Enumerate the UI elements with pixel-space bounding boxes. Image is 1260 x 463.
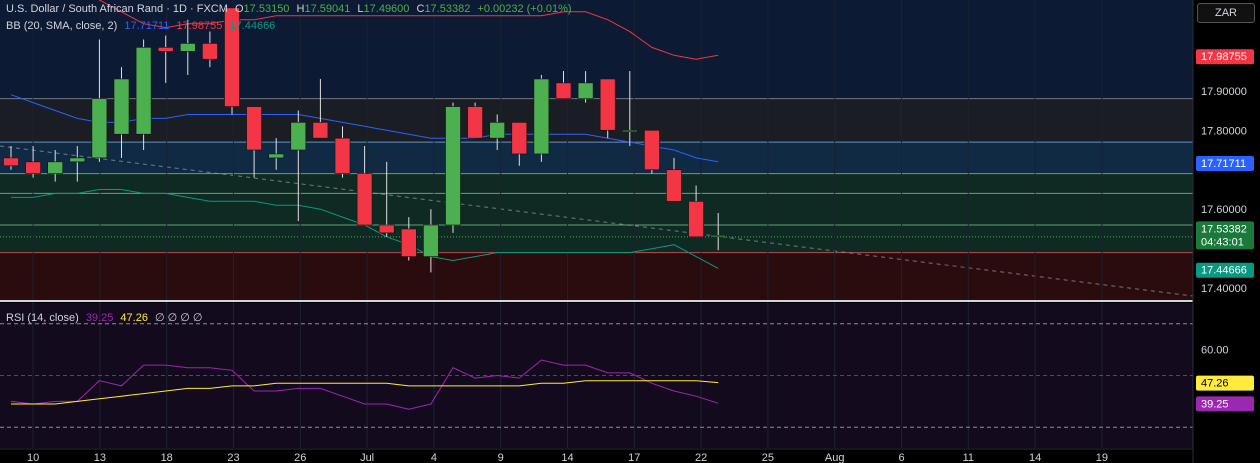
candle-body <box>666 169 682 202</box>
candle-body <box>202 43 218 60</box>
candle-body <box>688 201 704 238</box>
candle-body <box>599 78 616 131</box>
rsi-badge-box <box>1196 396 1254 412</box>
price-tick-label: 17.90000 <box>1201 86 1247 98</box>
candle-body <box>555 82 572 99</box>
last-price-badge-box <box>1196 221 1254 250</box>
ohlc-close: C17.53382 <box>416 3 471 15</box>
candle-body <box>91 98 108 159</box>
time-tick-label: 11 <box>963 452 974 463</box>
bb-legend: BB (20, SMA, close, 2) 17.71711 17.98755… <box>6 20 279 32</box>
time-tick-label: 17 <box>628 452 640 463</box>
time-tick-label: 19 <box>1096 452 1108 463</box>
price-tick-label: 17.40000 <box>1201 283 1247 295</box>
bb-basis-badge-box <box>1196 155 1254 171</box>
candle-body <box>445 106 461 226</box>
candle-body <box>246 106 262 151</box>
time-tick-label: 23 <box>227 452 239 463</box>
candle-body <box>489 122 506 139</box>
rsi-ma-badge-text: 47.26 <box>1201 378 1229 390</box>
time-tick-label: 25 <box>762 452 774 463</box>
bb-lower-badge-box <box>1196 262 1254 278</box>
time-tick-label: 22 <box>695 452 707 463</box>
zone-blue-bg <box>0 142 1193 174</box>
rsi-title[interactable]: RSI (14, close) <box>6 312 79 324</box>
candle-body <box>157 47 174 52</box>
candle-body <box>334 137 351 174</box>
price-tick-label: 17.80000 <box>1201 125 1247 137</box>
candle-body <box>113 78 130 135</box>
candle-body <box>290 122 307 151</box>
bb-upper-value: 17.98755 <box>176 20 223 32</box>
candle-body <box>621 129 638 133</box>
rsi-tick-label: 60.00 <box>1201 345 1229 357</box>
symbol-title[interactable]: U.S. Dollar / South African Rand · 1D · … <box>6 3 228 15</box>
symbol-legend: U.S. Dollar / South African Rand · 1D · … <box>6 3 576 15</box>
ohlc-high: H17.59041 <box>296 3 351 15</box>
bb-upper-badge-text: 17.98755 <box>1201 51 1247 63</box>
candle-body <box>423 224 439 257</box>
candle-body <box>577 82 594 99</box>
ohlc-change: +0.00232 (+0.01%) <box>477 3 572 15</box>
time-tick-label: 26 <box>294 452 306 463</box>
bb-title[interactable]: BB (20, SMA, close, 2) <box>6 20 118 32</box>
rsi-legend: RSI (14, close) 39.25 47.26 ∅ ∅ ∅ ∅ <box>6 311 207 324</box>
time-tick-label: 18 <box>161 452 173 463</box>
candle-body <box>268 153 285 159</box>
candle-body <box>533 78 550 155</box>
time-tick-label: 9 <box>498 452 504 463</box>
rsi-extra-values: ∅ ∅ ∅ ∅ <box>155 312 203 324</box>
ohlc-open: O17.53150 <box>234 3 290 15</box>
candle-body <box>135 47 152 135</box>
time-tick-label: 13 <box>94 452 106 463</box>
candle-body <box>400 228 417 257</box>
zone-dark-bg <box>0 98 1193 143</box>
candle-body <box>511 122 528 155</box>
rsi-ma-line <box>11 380 719 405</box>
time-tick-label: Aug <box>825 452 845 463</box>
candle-body <box>644 129 660 171</box>
bb-basis-badge-text: 17.71711 <box>1201 158 1246 170</box>
currency-button[interactable]: ZAR <box>1197 3 1255 23</box>
candle-body <box>69 157 86 163</box>
time-tick-label: 6 <box>898 452 904 463</box>
bb-lower-value: 17.44666 <box>229 20 276 32</box>
rsi-ma-badge-box <box>1196 375 1254 391</box>
candle-body <box>356 173 373 226</box>
price-tick-label: 17.60000 <box>1201 204 1247 216</box>
bb-upper-badge-box <box>1196 49 1254 65</box>
candle-body <box>3 157 19 167</box>
trend-line <box>0 145 1194 297</box>
candle-body <box>378 224 395 234</box>
rsi-value: 39.25 <box>85 312 114 324</box>
zone-green-bg <box>0 173 1193 253</box>
candle-body <box>224 7 240 107</box>
candle-body <box>467 106 483 139</box>
time-tick-label: 14 <box>1029 452 1041 463</box>
candle-body <box>180 43 196 52</box>
bb-lower-badge-text: 17.44666 <box>1201 265 1247 277</box>
time-tick-label: Jul <box>360 452 374 463</box>
last-price-badge-text: 17.53382 <box>1201 223 1247 235</box>
candle-body <box>312 122 329 139</box>
last-price-badge-text: 04:43:01 <box>1201 236 1244 248</box>
bb-basis-value: 17.71711 <box>124 20 170 32</box>
zone-red-bg <box>0 252 1193 300</box>
time-tick-label: 4 <box>431 452 437 463</box>
time-tick-label: 10 <box>27 452 39 463</box>
rsi-line <box>10 359 719 410</box>
time-tick-label: 14 <box>561 452 573 463</box>
rsi-badge-text: 39.25 <box>1201 398 1229 410</box>
candle-body <box>47 161 64 174</box>
ohlc-low: L17.49600 <box>357 3 410 15</box>
bb-upper-line <box>98 0 719 60</box>
candle-body <box>25 161 41 174</box>
candle-body <box>710 235 727 238</box>
rsi-ma-value: 47.26 <box>120 312 148 324</box>
